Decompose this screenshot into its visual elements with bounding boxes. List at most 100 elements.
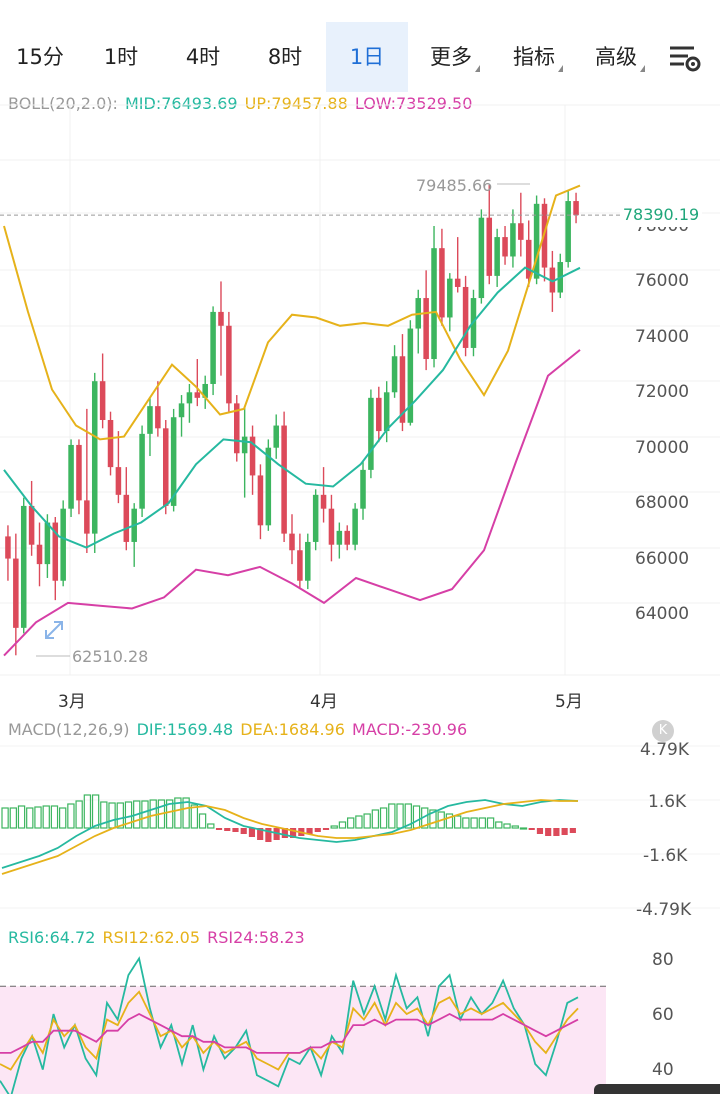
candle-body [202, 383, 208, 398]
macd-histogram-bar [519, 827, 528, 830]
candle-body [376, 397, 382, 432]
macd-histogram-bar [9, 807, 17, 829]
tab-advanced-label: 高级 [595, 45, 637, 69]
macd-histogram-bar [34, 806, 42, 829]
current-price-tag: 78390.19 [620, 203, 702, 227]
macd-histogram-bar [141, 800, 149, 829]
macd-histogram-bar [528, 828, 535, 830]
candle-body [391, 356, 398, 393]
candle-body [565, 201, 571, 263]
macd-histogram-bar [371, 809, 380, 829]
macd-chart[interactable] [0, 740, 720, 925]
tab-advanced[interactable]: 高级 [580, 22, 660, 92]
macd-histogram-bar [26, 807, 34, 829]
macd-histogram-bar [108, 802, 116, 829]
macd-histogram-bar [116, 802, 124, 829]
candle-body [115, 467, 122, 495]
y-tick-label: 64000 [635, 604, 690, 624]
macd-histogram-bar [486, 817, 495, 829]
macd-histogram-bar [207, 823, 215, 829]
candle-body [439, 248, 445, 318]
macd-histogram-bar [396, 803, 404, 829]
candle-body [454, 278, 461, 287]
candle-body [431, 248, 437, 360]
y-tick-label: 66000 [635, 549, 690, 569]
bottom-toolbar-edge [594, 1084, 720, 1094]
tab-indicators[interactable]: 指标 [498, 22, 578, 92]
boll-mid-value: MID:76493.69 [124, 94, 238, 113]
macd-histogram-bar [58, 807, 67, 829]
candle-body [123, 494, 130, 542]
rsi-band-fill [0, 986, 606, 1094]
candle-body [234, 403, 240, 454]
macd-histogram-bar [83, 794, 92, 829]
x-tick-label: 5月 [555, 692, 583, 712]
candle-body [44, 522, 51, 565]
tab-4hour[interactable]: 4时 [185, 45, 221, 69]
candle-body [241, 436, 248, 454]
candle-body [226, 325, 232, 404]
candle-body [186, 392, 193, 404]
tab-8hour[interactable]: 8时 [267, 45, 303, 69]
boll-up-value: UP:79457.88 [244, 94, 348, 113]
macd-histogram-bar [536, 828, 544, 834]
tab-1day[interactable]: 1日 [326, 22, 408, 92]
macd-histogram-bar [545, 828, 552, 836]
candle-body [549, 267, 556, 293]
macd-legend: MACD(12,26,9) DIF:1569.48 DEA:1684.96 MA… [8, 720, 469, 739]
macd-histogram-bar [314, 828, 321, 832]
tab-1hour[interactable]: 1时 [103, 45, 139, 69]
candle-body [383, 392, 390, 432]
candle-body [5, 536, 11, 559]
macd-histogram-bar [561, 828, 568, 835]
macd-histogram-bar [240, 828, 247, 834]
chart-settings-icon[interactable] [668, 44, 702, 74]
macd-histogram-bar [75, 800, 83, 829]
macd-histogram-bar [495, 821, 503, 829]
macd-histogram-bar [265, 828, 272, 842]
candle-body [162, 428, 169, 506]
candle-body [155, 406, 161, 429]
rsi-y-tick: 80 [652, 950, 674, 970]
candle-body [502, 237, 508, 257]
macd-y-tick: 4.79K [640, 740, 689, 760]
x-tick-label: 3月 [58, 692, 86, 712]
rsi12-value: RSI12:62.05 [102, 928, 201, 947]
candle-body [218, 311, 224, 326]
expand-arrows-icon[interactable] [40, 616, 68, 644]
candle-body [510, 223, 516, 257]
macd-macd-value: MACD:-230.96 [352, 720, 468, 739]
y-tick-label: 76000 [635, 271, 690, 291]
macd-histogram-bar [330, 825, 338, 829]
tab-15min[interactable]: 15分 [16, 45, 64, 69]
macd-y-tick: 1.6K [648, 792, 687, 812]
candle-body [320, 494, 327, 509]
k-badge-icon[interactable]: K [652, 720, 674, 742]
macd-histogram-bar [503, 823, 511, 829]
macd-y-tick: -1.6K [643, 846, 688, 866]
y-tick-label: 68000 [635, 493, 690, 513]
tab-more[interactable]: 更多 [416, 22, 494, 92]
rsi24-value: RSI24:58.23 [207, 928, 305, 947]
rsi-chart[interactable] [0, 925, 720, 1094]
macd-histogram-bar [511, 825, 519, 829]
candle-body [336, 530, 343, 545]
boll-up-line [3, 184, 581, 441]
macd-histogram-bar [388, 803, 396, 829]
candlestick-chart[interactable] [0, 0, 720, 720]
macd-histogram-bar [322, 828, 330, 830]
candle-body [518, 223, 524, 240]
candle-body [52, 522, 59, 581]
candle-body [368, 397, 374, 470]
macd-histogram-bar [445, 813, 454, 829]
macd-histogram-bar [50, 805, 59, 829]
candle-body [147, 406, 153, 434]
candle-body [13, 558, 19, 628]
rsi-y-tick: 40 [652, 1060, 674, 1080]
macd-histogram-bar [404, 803, 412, 829]
y-tick-label: 72000 [635, 382, 690, 402]
candle-body [407, 328, 414, 423]
macd-histogram-bar [412, 805, 421, 829]
macd-dea-line [1, 799, 578, 875]
macd-histogram-bar [379, 807, 388, 829]
